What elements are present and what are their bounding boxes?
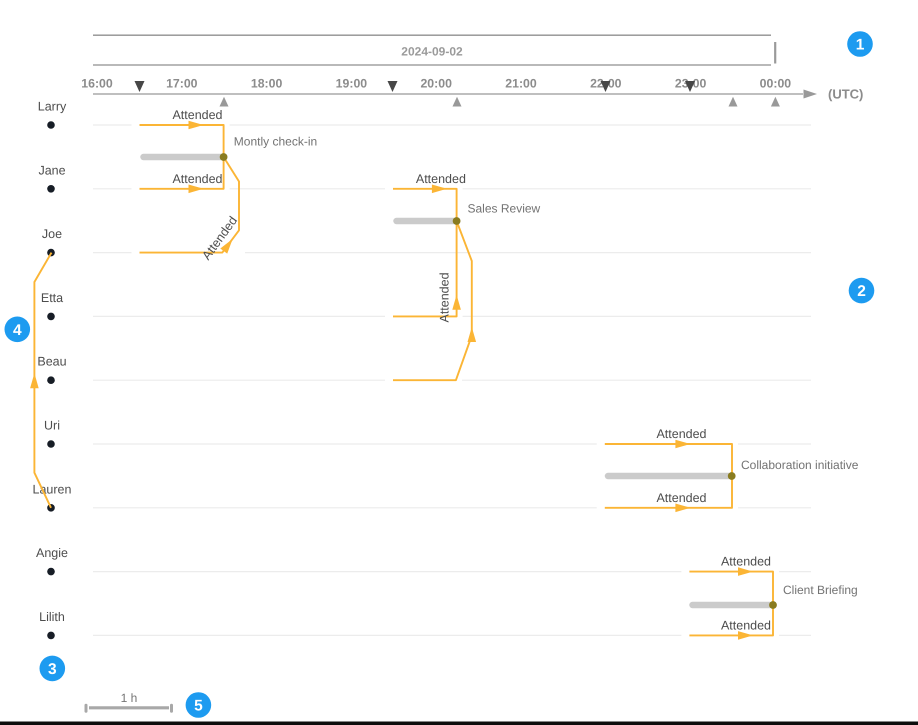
svg-text:1 h: 1 h (121, 691, 138, 705)
svg-text:Uri: Uri (44, 419, 60, 433)
svg-text:Etta: Etta (41, 291, 63, 305)
svg-text:Angie: Angie (36, 546, 68, 560)
svg-text:Beau: Beau (37, 355, 66, 369)
svg-text:16:00: 16:00 (81, 77, 113, 91)
svg-text:19:00: 19:00 (336, 77, 368, 91)
svg-text:Montly check-in: Montly check-in (234, 135, 317, 149)
svg-text:21:00: 21:00 (505, 77, 537, 91)
svg-text:2: 2 (857, 283, 866, 300)
svg-text:Attended: Attended (721, 618, 771, 632)
svg-text:(UTC): (UTC) (828, 87, 863, 102)
svg-text:Attended: Attended (416, 172, 466, 186)
svg-text:00:00: 00:00 (760, 77, 792, 91)
svg-text:4: 4 (13, 322, 22, 339)
svg-text:Lilith: Lilith (39, 610, 65, 624)
svg-text:20:00: 20:00 (420, 77, 452, 91)
svg-text:Larry: Larry (38, 100, 67, 114)
svg-text:Attended: Attended (656, 427, 706, 441)
svg-text:17:00: 17:00 (166, 77, 198, 91)
svg-text:Attended: Attended (656, 491, 706, 505)
svg-text:18:00: 18:00 (251, 77, 283, 91)
svg-text:Client Briefing: Client Briefing (783, 583, 858, 597)
svg-text:2024-09-02: 2024-09-02 (401, 44, 463, 58)
svg-text:Collaboration initiative: Collaboration initiative (741, 458, 859, 472)
svg-text:Lauren: Lauren (33, 482, 72, 496)
svg-text:Attended: Attended (172, 108, 222, 122)
svg-text:3: 3 (48, 661, 57, 678)
svg-text:Jane: Jane (38, 163, 65, 177)
svg-text:1: 1 (856, 37, 865, 54)
svg-text:Sales Review: Sales Review (468, 202, 541, 216)
svg-text:Attended: Attended (437, 272, 451, 322)
svg-text:Attended: Attended (721, 555, 771, 569)
svg-text:Joe: Joe (42, 227, 62, 241)
svg-text:5: 5 (194, 698, 203, 715)
svg-text:Attended: Attended (172, 172, 222, 186)
